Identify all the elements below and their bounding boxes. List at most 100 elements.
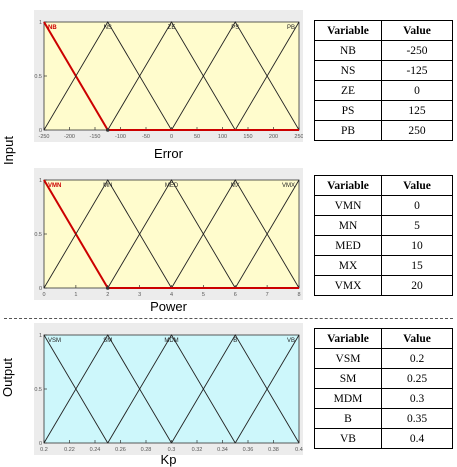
y-tick-label: 0 — [39, 128, 42, 134]
mf-line-ze — [107, 21, 236, 131]
variable-cell: B — [314, 408, 382, 429]
mf-line-vb — [234, 334, 300, 444]
mf-line-vmx — [234, 179, 300, 289]
mf-line-sm — [43, 334, 172, 444]
variable-cell: MDM — [314, 388, 382, 409]
mf-label-mdm: MDM — [164, 338, 178, 344]
kp-membership-chart: 0 0.5 1 0.2 0.22 0.24 0.26 0.28 0.3 0.32 0.34 0.36 0… — [34, 323, 303, 455]
variable-cell: NB — [314, 40, 382, 61]
kp-membership-plot: 0 0.5 1 0.2 0.22 0.24 0.26 0.28 0.3 0.32 0.34 0.36 0… — [34, 323, 303, 455]
mf-label-mn: MN — [103, 183, 112, 189]
highlight-marker — [105, 128, 110, 132]
x-tick-label: 6 — [234, 292, 237, 298]
variable-cell: VMX — [314, 275, 382, 296]
variable-cell: VMN — [314, 195, 382, 216]
mf-label-b: B — [233, 338, 237, 344]
power-membership-plot: 0 0.5 1 0 1 2 3 4 5 6 7 8 VMN MN MED MX VMX — [34, 168, 303, 300]
mf-label-pb: PB — [287, 25, 295, 31]
variable-cell: MED — [314, 235, 382, 256]
x-tick-label: -250 — [38, 134, 49, 140]
plot-area — [43, 334, 300, 444]
x-tick-label: 0 — [170, 134, 173, 140]
variable-cell: MN — [314, 215, 382, 236]
table-row: PB 250 — [314, 120, 453, 141]
table-row: MED 10 — [314, 235, 453, 256]
mf-label-ze: ZE — [168, 25, 176, 31]
table-row: VB 0.4 — [314, 428, 453, 449]
table-row: VMX 20 — [314, 275, 453, 296]
mf-line-med — [107, 179, 236, 289]
value-cell: 5 — [381, 215, 453, 236]
x-tick-label: 0.2 — [40, 447, 48, 453]
y-tick-label: 0.5 — [34, 387, 42, 393]
x-tick-label: 0.24 — [90, 447, 101, 453]
kp-variable-table: Variable Value VSM 0.2 SM 0.25 MDM 0.3 B 0.3… — [314, 328, 453, 449]
table-row: VMN 0 — [314, 195, 453, 216]
x-tick-label: 0.34 — [217, 447, 228, 453]
y-tick-label: 0 — [39, 286, 42, 292]
value-cell: 0 — [381, 195, 453, 216]
mf-label-mx: MX — [231, 183, 240, 189]
variable-cell: ZE — [314, 80, 382, 101]
variable-header: Variable — [314, 175, 382, 196]
x-tick-label: -50 — [142, 134, 150, 140]
x-tick-label: 0.26 — [115, 447, 126, 453]
value-cell: 125 — [381, 100, 453, 121]
table-row: MX 15 — [314, 255, 453, 276]
value-cell: 0.25 — [381, 368, 453, 389]
kp-axis-label: Kp — [160, 452, 177, 467]
power-axis-label: Power — [150, 299, 187, 314]
error-axis-label: Error — [154, 146, 183, 161]
section-divider — [4, 318, 453, 319]
variable-cell: SM — [314, 368, 382, 389]
mf-line-pb — [234, 21, 300, 131]
mf-label-vmn: VMN — [48, 183, 61, 189]
variable-cell: VSM — [314, 348, 382, 369]
mf-label-med: MED — [165, 183, 179, 189]
value-cell: 15 — [381, 255, 453, 276]
value-cell: 0.2 — [381, 348, 453, 369]
value-cell: 250 — [381, 120, 453, 141]
table-header-row: Variable Value — [314, 328, 453, 349]
x-tick-label: 5 — [202, 292, 205, 298]
x-tick-label: 150 — [243, 134, 252, 140]
x-tick-label: 8 — [297, 292, 300, 298]
mf-label-ps: PS — [231, 25, 239, 31]
mf-label-vb: VB — [287, 338, 295, 344]
value-header: Value — [381, 20, 453, 41]
value-cell: 0.35 — [381, 408, 453, 429]
mf-line-mdm — [107, 334, 236, 444]
y-tick-label: 0.5 — [34, 74, 42, 80]
mf-label-vmx: VMX — [282, 183, 295, 189]
mf-label-nb: NB — [48, 25, 57, 31]
y-tick-label: 1 — [39, 178, 42, 184]
table-row: SM 0.25 — [314, 368, 453, 389]
x-tick-label: -150 — [89, 134, 100, 140]
x-tick-label: 2 — [106, 292, 109, 298]
plot-area — [43, 179, 300, 289]
x-tick-label: 0.32 — [192, 447, 203, 453]
table-row: NS -125 — [314, 60, 453, 81]
x-tick-label: 50 — [194, 134, 200, 140]
x-tick-label: 0.38 — [268, 447, 279, 453]
error-membership-plot: 0 0.5 1 -250 -200 -150 -100 -50 0 50 100 150 200 250 N… — [34, 10, 303, 142]
mf-line-ns — [43, 21, 172, 131]
mf-line-b — [171, 334, 300, 444]
variable-cell: VB — [314, 428, 382, 449]
input-section-label: Input — [0, 136, 16, 165]
x-tick-label: 0.4 — [295, 447, 303, 453]
x-tick-label: 0 — [42, 292, 45, 298]
variable-header: Variable — [314, 328, 382, 349]
x-tick-label: 0.28 — [141, 447, 152, 453]
x-tick-label: 100 — [218, 134, 227, 140]
plot-area — [43, 21, 300, 131]
power-variable-table: Variable Value VMN 0 MN 5 MED 10 MX 15 VMX 20 — [314, 175, 453, 296]
table-row: MDM 0.3 — [314, 388, 453, 409]
table-row: B 0.35 — [314, 408, 453, 429]
variable-cell: PB — [314, 120, 382, 141]
error-variable-table: Variable Value NB -250 NS -125 ZE 0 PS 125 P… — [314, 20, 453, 141]
value-cell: 0.4 — [381, 428, 453, 449]
mf-line-ps — [171, 21, 300, 131]
variable-cell: PS — [314, 100, 382, 121]
value-header: Value — [381, 175, 453, 196]
